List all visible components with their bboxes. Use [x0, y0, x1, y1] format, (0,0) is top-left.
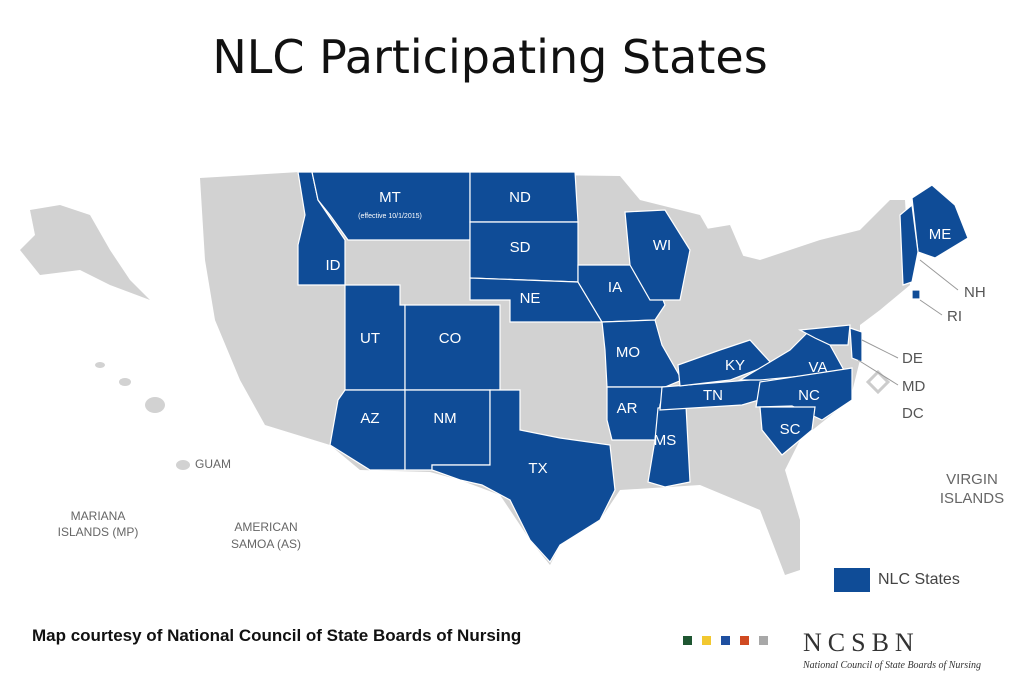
page-title: NLC Participating States: [212, 30, 768, 84]
label-ky: KY: [725, 357, 745, 374]
state-ri: [911, 289, 921, 300]
label-sd: SD: [510, 239, 531, 256]
label-ri: RI: [947, 308, 962, 325]
label-az: AZ: [360, 410, 379, 427]
label-nm: NM: [433, 410, 456, 427]
label-ia: IA: [608, 279, 622, 296]
michigan: [700, 225, 745, 300]
label-samoa-2: SAMOA (AS): [231, 537, 301, 551]
legend: NLC States: [834, 568, 960, 592]
legend-label: NLC States: [878, 571, 960, 588]
alaska: [20, 205, 150, 300]
label-tx: TX: [528, 460, 547, 477]
label-nh: NH: [964, 284, 986, 301]
label-wi: WI: [653, 237, 671, 254]
label-de: DE: [902, 350, 923, 367]
state-mo: [601, 319, 683, 388]
state-sc: [759, 406, 816, 456]
label-virgin-2: ISLANDS: [940, 490, 1004, 507]
label-co: CO: [439, 330, 462, 347]
label-sc: SC: [780, 421, 801, 438]
label-id: ID: [326, 257, 341, 274]
label-mariana-2: ISLANDS (MP): [58, 525, 139, 539]
map-credit: Map courtesy of National Council of Stat…: [32, 626, 522, 645]
state-nm: [404, 389, 491, 471]
label-ms: MS: [654, 432, 677, 449]
state-az: [329, 389, 406, 471]
dc-marker: [865, 369, 891, 395]
legend-swatch: [834, 568, 870, 592]
label-va: VA: [809, 359, 828, 376]
label-samoa-1: AMERICAN: [234, 520, 297, 534]
state-nc: [755, 367, 853, 421]
state-md: [797, 324, 851, 346]
label-ar: AR: [617, 400, 638, 417]
label-mo: MO: [616, 344, 640, 361]
non-member-areas: [20, 172, 910, 575]
state-tx: [431, 389, 616, 564]
label-ne: NE: [520, 290, 541, 307]
label-md: MD: [902, 378, 925, 395]
nlc-states: [297, 171, 969, 564]
label-tn: TN: [703, 387, 723, 404]
state-me: [911, 184, 969, 259]
label-ut: UT: [360, 330, 380, 347]
state-co: [404, 304, 501, 391]
territory-labels: GUAM MARIANA ISLANDS (MP) AMERICAN SAMOA…: [58, 457, 1004, 551]
label-me: ME: [929, 226, 952, 243]
hawaii: [145, 397, 165, 413]
logo-subtitle: National Council of State Boards of Nurs…: [803, 660, 981, 671]
label-virgin-1: VIRGIN: [946, 471, 998, 488]
label-dc: DC: [902, 405, 924, 422]
state-labels: MT (effective 10/1/2015) ID ND SD NE IA …: [326, 189, 986, 477]
label-mt: MT: [379, 189, 401, 206]
guam-shape: [176, 460, 190, 470]
logo-name: NCSBN: [803, 628, 920, 657]
state-wi: [624, 209, 691, 301]
label-mariana-1: MARIANA: [71, 509, 126, 523]
ncsbn-logo: NCSBN National Council of State Boards o…: [683, 628, 981, 671]
label-mt-note: (effective 10/1/2015): [358, 213, 422, 220]
state-de: [849, 327, 863, 363]
state-nh: [899, 203, 919, 286]
label-guam: GUAM: [195, 457, 231, 471]
label-nd: ND: [509, 189, 531, 206]
label-nc: NC: [798, 387, 820, 404]
